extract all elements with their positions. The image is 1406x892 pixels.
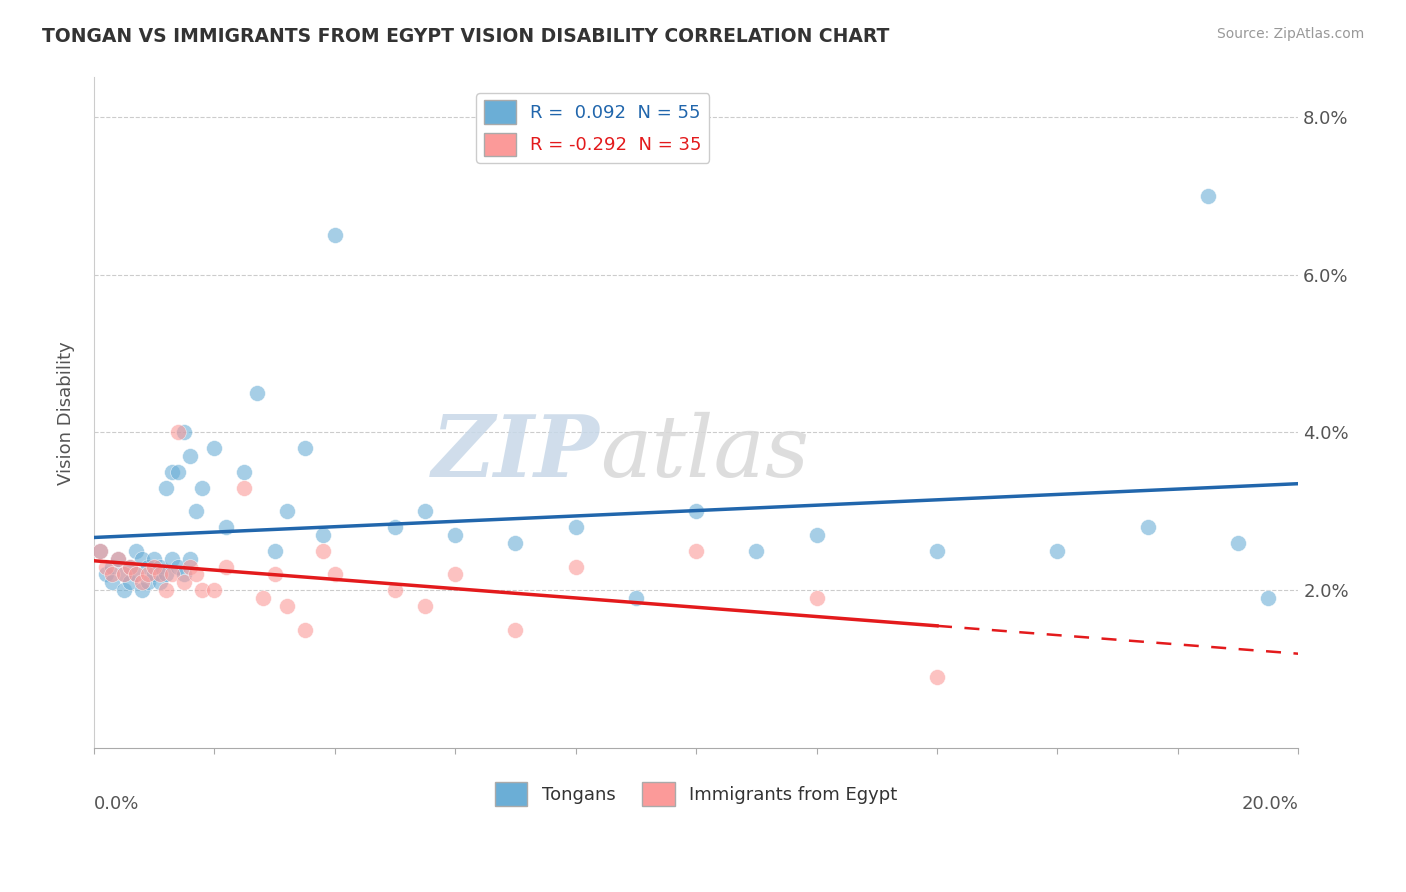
Point: [107, 551, 129, 566]
Point: [312, 528, 335, 542]
Point: [167, 559, 190, 574]
Point: [252, 591, 274, 606]
Text: 20.0%: 20.0%: [1241, 795, 1298, 813]
Point: [125, 543, 148, 558]
Point: [263, 543, 285, 558]
Point: [101, 567, 124, 582]
Point: [564, 520, 586, 534]
Point: [263, 567, 285, 582]
Point: [685, 504, 707, 518]
Point: [136, 559, 159, 574]
Point: [215, 559, 238, 574]
Point: [1197, 188, 1219, 202]
Y-axis label: Vision Disability: Vision Disability: [58, 341, 75, 484]
Point: [505, 623, 527, 637]
Point: [1227, 536, 1250, 550]
Point: [384, 520, 406, 534]
Point: [173, 575, 195, 590]
Point: [1046, 543, 1069, 558]
Point: [149, 575, 172, 590]
Point: [160, 465, 183, 479]
Point: [685, 543, 707, 558]
Point: [444, 528, 467, 542]
Point: [276, 599, 298, 613]
Point: [131, 583, 153, 598]
Point: [1257, 591, 1279, 606]
Point: [745, 543, 768, 558]
Point: [89, 543, 111, 558]
Point: [149, 567, 172, 582]
Point: [149, 559, 172, 574]
Point: [413, 599, 436, 613]
Point: [564, 559, 586, 574]
Point: [94, 567, 117, 582]
Point: [202, 442, 225, 456]
Point: [131, 575, 153, 590]
Point: [120, 559, 142, 574]
Point: [101, 575, 124, 590]
Point: [179, 449, 201, 463]
Point: [107, 551, 129, 566]
Text: 0.0%: 0.0%: [94, 795, 139, 813]
Point: [143, 559, 166, 574]
Point: [160, 551, 183, 566]
Point: [155, 481, 177, 495]
Point: [294, 623, 316, 637]
Point: [173, 567, 195, 582]
Point: [925, 543, 948, 558]
Point: [245, 386, 267, 401]
Point: [179, 551, 201, 566]
Point: [125, 567, 148, 582]
Point: [131, 551, 153, 566]
Point: [233, 465, 256, 479]
Point: [191, 481, 214, 495]
Point: [312, 543, 335, 558]
Text: TONGAN VS IMMIGRANTS FROM EGYPT VISION DISABILITY CORRELATION CHART: TONGAN VS IMMIGRANTS FROM EGYPT VISION D…: [42, 27, 890, 45]
Point: [806, 591, 828, 606]
Point: [155, 583, 177, 598]
Point: [125, 567, 148, 582]
Point: [624, 591, 647, 606]
Point: [143, 551, 166, 566]
Point: [173, 425, 195, 440]
Point: [186, 504, 208, 518]
Point: [112, 567, 135, 582]
Point: [384, 583, 406, 598]
Point: [120, 559, 142, 574]
Text: Source: ZipAtlas.com: Source: ZipAtlas.com: [1216, 27, 1364, 41]
Point: [191, 583, 214, 598]
Point: [202, 583, 225, 598]
Point: [413, 504, 436, 518]
Point: [136, 567, 159, 582]
Point: [143, 567, 166, 582]
Point: [233, 481, 256, 495]
Point: [136, 575, 159, 590]
Point: [112, 567, 135, 582]
Point: [89, 543, 111, 558]
Point: [925, 670, 948, 684]
Point: [155, 567, 177, 582]
Point: [294, 442, 316, 456]
Point: [167, 465, 190, 479]
Point: [806, 528, 828, 542]
Text: atlas: atlas: [600, 411, 808, 494]
Point: [112, 583, 135, 598]
Point: [179, 559, 201, 574]
Text: ZIP: ZIP: [432, 411, 600, 495]
Point: [444, 567, 467, 582]
Point: [1136, 520, 1159, 534]
Point: [94, 559, 117, 574]
Point: [505, 536, 527, 550]
Point: [276, 504, 298, 518]
Point: [323, 228, 346, 243]
Point: [167, 425, 190, 440]
Point: [160, 567, 183, 582]
Point: [323, 567, 346, 582]
Point: [101, 559, 124, 574]
Point: [186, 567, 208, 582]
Legend: Tongans, Immigrants from Egypt: Tongans, Immigrants from Egypt: [488, 775, 905, 813]
Point: [215, 520, 238, 534]
Point: [120, 575, 142, 590]
